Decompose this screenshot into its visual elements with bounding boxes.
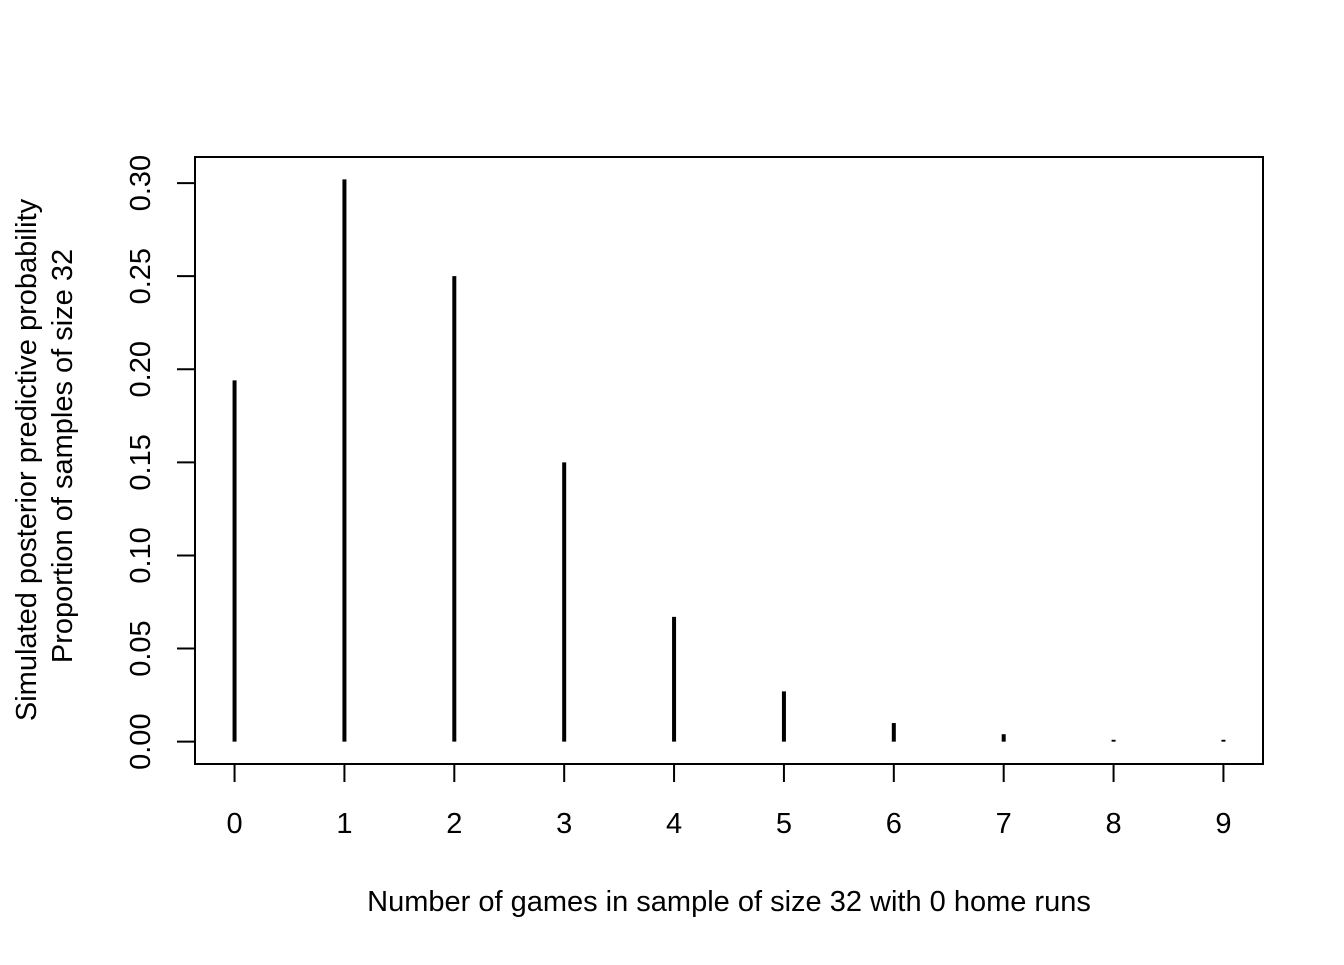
y-tick-label: 0.25 <box>125 248 157 304</box>
x-tick-label: 1 <box>336 808 352 840</box>
y-tick-label: 0.00 <box>125 713 157 769</box>
x-tick-label: 0 <box>226 808 242 840</box>
y-tick-label: 0.10 <box>125 527 157 583</box>
x-tick-label: 7 <box>996 808 1012 840</box>
y-axis-label-line1: Simulated posterior predictive probabili… <box>11 198 43 721</box>
x-tick-label: 8 <box>1105 808 1121 840</box>
x-tick-label: 5 <box>776 808 792 840</box>
y-tick-label: 0.05 <box>125 620 157 676</box>
x-tick-label: 4 <box>666 808 682 840</box>
plot-frame <box>194 156 1264 765</box>
x-tick-label: 2 <box>446 808 462 840</box>
y-axis-label-line2: Proportion of samples of size 32 <box>47 249 79 663</box>
x-tick-label: 9 <box>1215 808 1231 840</box>
x-tick-label: 6 <box>886 808 902 840</box>
x-tick-label: 3 <box>556 808 572 840</box>
y-tick-label: 0.30 <box>125 155 157 211</box>
y-tick-label: 0.15 <box>125 434 157 490</box>
y-tick-label: 0.20 <box>125 341 157 397</box>
x-axis-label: Number of games in sample of size 32 wit… <box>367 886 1091 918</box>
